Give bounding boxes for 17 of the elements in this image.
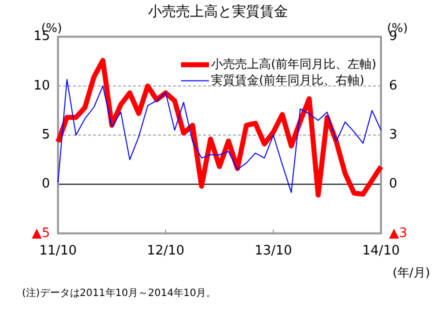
x-tick-label: 13/10: [254, 244, 292, 259]
x-axis-title: (年/月): [392, 266, 430, 280]
y2-tick-label: 0: [389, 176, 398, 192]
legend-label: 小売売上高(前年同月比、左軸): [211, 56, 376, 71]
x-tick-label: 14/10: [362, 244, 400, 259]
text: (注)データは2011年10月～2014年10月。: [22, 287, 216, 301]
y-tick-label: 10: [33, 78, 50, 94]
y-tick-label: 0: [42, 176, 50, 192]
chart-title: 小売売上高と実質賃金: [148, 4, 288, 20]
y2-tick-label: 6: [389, 78, 398, 94]
y2-tick-label: ▲3: [389, 226, 408, 241]
x-tick-label: 11/10: [39, 244, 77, 259]
y2-tick-label: 3: [389, 127, 398, 142]
y-tick-label: ▲5: [32, 226, 50, 241]
legend-label: 実質賃金(前年同月比、右軸): [211, 72, 364, 87]
x-tick-label: 12/10: [146, 244, 184, 259]
y-tick-label: 5: [42, 127, 50, 142]
